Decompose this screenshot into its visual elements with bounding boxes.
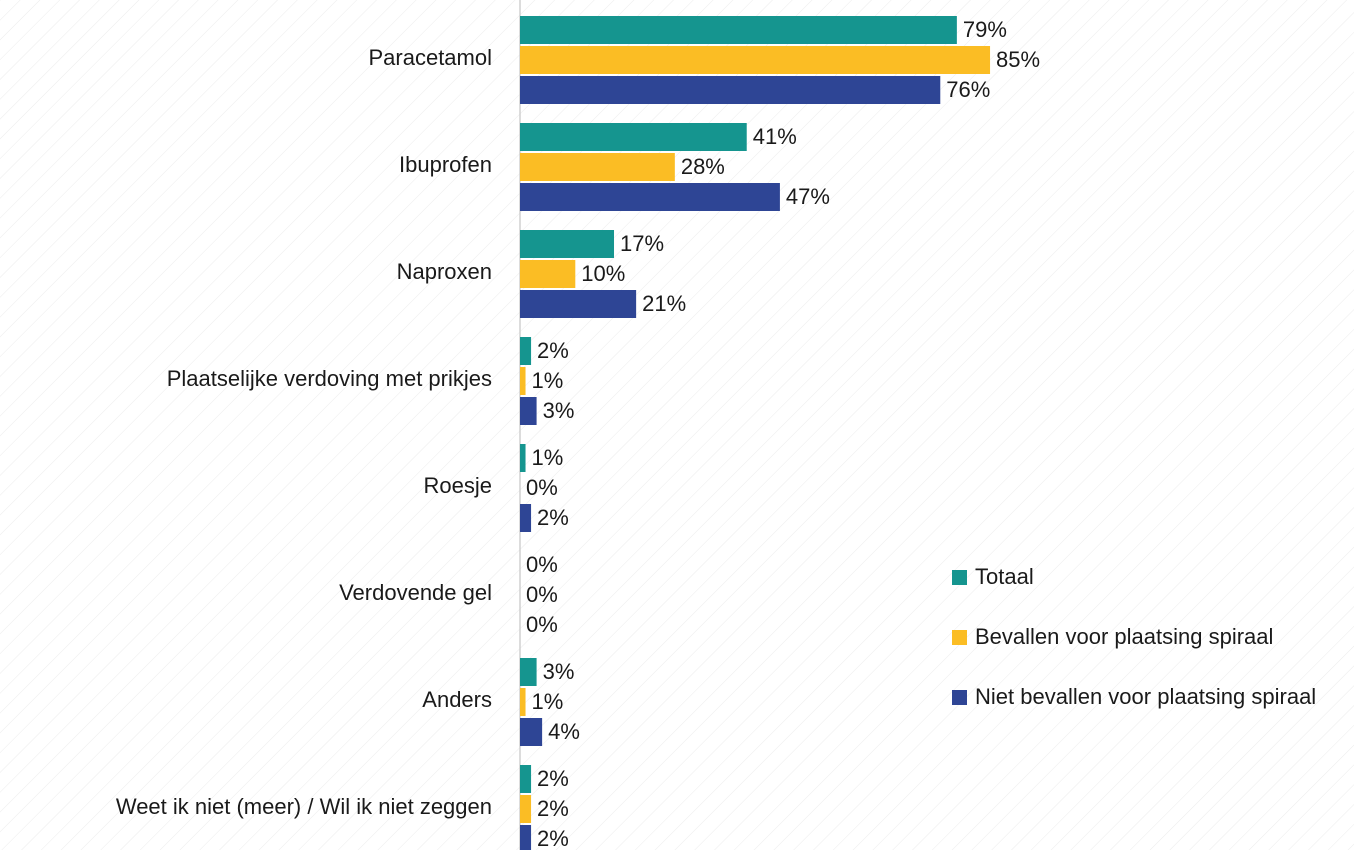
bar xyxy=(520,367,526,395)
category-label: Verdovende gel xyxy=(339,580,492,605)
bar xyxy=(520,337,532,365)
value-label: 3% xyxy=(543,659,575,684)
legend-label: Totaal xyxy=(975,564,1034,589)
category-label: Weet ik niet (meer) / Wil ik niet zeggen xyxy=(116,794,492,819)
value-label: 47% xyxy=(786,184,830,209)
value-label: 28% xyxy=(681,154,725,179)
value-label: 76% xyxy=(946,77,990,102)
category-label: Roesje xyxy=(424,473,492,498)
value-label: 79% xyxy=(963,17,1007,42)
legend-label: Niet bevallen voor plaatsing spiraal xyxy=(975,684,1317,709)
value-label: 3% xyxy=(543,398,575,423)
value-label: 0% xyxy=(526,612,558,637)
value-label: 4% xyxy=(548,719,580,744)
value-label: 0% xyxy=(526,475,558,500)
value-label: 0% xyxy=(526,552,558,577)
value-label: 41% xyxy=(753,124,797,149)
bar xyxy=(520,795,532,823)
value-label: 2% xyxy=(537,338,569,363)
value-label: 0% xyxy=(526,582,558,607)
bar xyxy=(520,765,532,793)
value-label: 2% xyxy=(537,826,569,850)
category-label: Anders xyxy=(422,687,492,712)
legend-swatch xyxy=(952,690,967,705)
bar xyxy=(520,658,537,686)
value-label: 10% xyxy=(581,261,625,286)
bar xyxy=(520,718,543,746)
bar xyxy=(520,260,576,288)
bar xyxy=(520,444,526,472)
category-label: Ibuprofen xyxy=(399,152,492,177)
legend-swatch xyxy=(952,570,967,585)
value-label: 2% xyxy=(537,796,569,821)
value-label: 85% xyxy=(996,47,1040,72)
value-label: 1% xyxy=(532,445,564,470)
legend: Totaal Bevallen voor plaatsing spiraal Nie… xyxy=(952,562,1352,742)
value-label: 21% xyxy=(642,291,686,316)
value-label: 2% xyxy=(537,505,569,530)
bar xyxy=(520,230,615,258)
bar xyxy=(520,183,780,211)
bar xyxy=(520,825,532,850)
value-label: 1% xyxy=(532,368,564,393)
category-label: Paracetamol xyxy=(368,45,492,70)
legend-item: Totaal xyxy=(952,562,1352,592)
value-label: 17% xyxy=(620,231,664,256)
bar xyxy=(520,153,675,181)
value-label: 1% xyxy=(532,689,564,714)
bar xyxy=(520,290,637,318)
bar xyxy=(520,123,747,151)
value-label: 2% xyxy=(537,766,569,791)
bar xyxy=(520,688,526,716)
legend-item: Niet bevallen voor plaatsing spiraal xyxy=(952,682,1352,712)
bar xyxy=(520,397,537,425)
legend-item: Bevallen voor plaatsing spiraal xyxy=(952,622,1352,652)
bar xyxy=(520,76,941,104)
bar xyxy=(520,16,957,44)
category-label: Naproxen xyxy=(397,259,492,284)
category-label: Plaatselijke verdoving met prikjes xyxy=(167,366,492,391)
legend-label: Bevallen voor plaatsing spiraal xyxy=(975,624,1274,649)
legend-swatch xyxy=(952,630,967,645)
bar xyxy=(520,504,532,532)
bar xyxy=(520,46,991,74)
